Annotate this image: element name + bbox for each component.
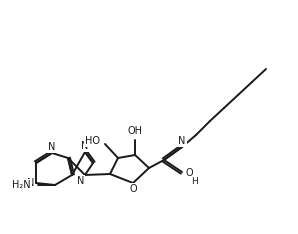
Text: N: N — [48, 142, 56, 152]
Text: N: N — [27, 178, 34, 188]
Text: O: O — [129, 184, 137, 194]
Text: N: N — [178, 136, 186, 146]
Text: O: O — [186, 168, 194, 178]
Text: HO: HO — [85, 136, 100, 146]
Text: H₂N: H₂N — [13, 180, 31, 190]
Text: OH: OH — [128, 126, 142, 136]
Text: N: N — [81, 141, 89, 151]
Text: N: N — [77, 176, 84, 186]
Text: H: H — [191, 177, 198, 186]
